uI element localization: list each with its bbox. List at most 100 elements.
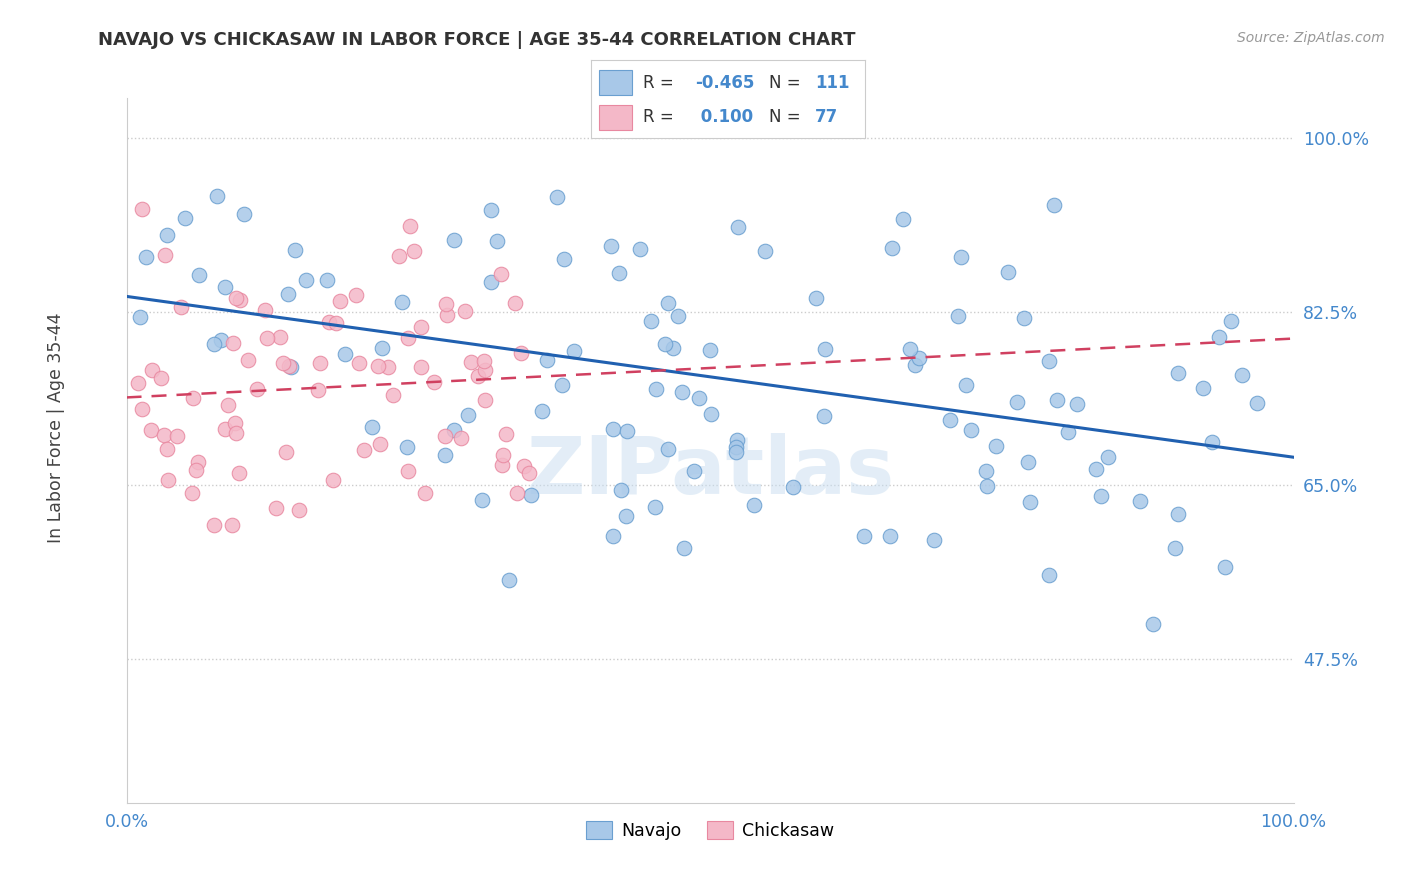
Point bbox=[1046, 393, 1069, 408]
Point bbox=[264, 501, 287, 516]
Point bbox=[434, 297, 457, 311]
Point bbox=[169, 300, 191, 314]
Point bbox=[652, 120, 675, 135]
Point bbox=[391, 295, 413, 310]
Point bbox=[228, 466, 250, 480]
Point bbox=[640, 314, 662, 328]
Point bbox=[1097, 450, 1119, 464]
Point bbox=[309, 356, 332, 370]
Point bbox=[1007, 395, 1029, 409]
Point bbox=[471, 493, 494, 508]
Point bbox=[754, 244, 776, 258]
Point bbox=[377, 360, 399, 375]
Point bbox=[404, 244, 426, 258]
Point bbox=[492, 448, 515, 462]
Point bbox=[396, 331, 419, 345]
Point bbox=[662, 341, 685, 355]
Point bbox=[188, 268, 211, 283]
Point bbox=[498, 573, 520, 587]
Point bbox=[361, 419, 384, 434]
Point bbox=[880, 241, 903, 255]
Point bbox=[682, 464, 704, 478]
Point bbox=[423, 375, 446, 389]
Point bbox=[474, 363, 496, 377]
Point bbox=[307, 384, 329, 398]
Point bbox=[443, 424, 465, 438]
Point bbox=[1213, 560, 1236, 574]
Point bbox=[489, 268, 512, 282]
Point bbox=[153, 428, 176, 442]
Point bbox=[322, 474, 344, 488]
Point bbox=[131, 401, 153, 416]
Point bbox=[256, 331, 278, 345]
Point bbox=[399, 219, 422, 234]
Point bbox=[898, 342, 921, 356]
Point bbox=[436, 308, 458, 322]
Point bbox=[688, 391, 710, 405]
Point bbox=[644, 500, 666, 514]
Point bbox=[325, 316, 347, 330]
Point bbox=[434, 448, 457, 462]
Point bbox=[879, 529, 901, 543]
Point bbox=[614, 509, 637, 524]
Point bbox=[280, 359, 302, 374]
Point bbox=[891, 212, 914, 227]
Point bbox=[671, 385, 693, 400]
Point bbox=[1019, 495, 1042, 509]
Point bbox=[409, 320, 432, 334]
Point bbox=[229, 293, 252, 307]
Point bbox=[1246, 396, 1268, 410]
Point bbox=[225, 292, 247, 306]
Text: 111: 111 bbox=[815, 73, 849, 92]
Point bbox=[232, 207, 254, 221]
Point bbox=[353, 442, 375, 457]
Point bbox=[602, 529, 624, 543]
Point bbox=[607, 266, 630, 280]
Point bbox=[269, 329, 291, 343]
Point bbox=[246, 382, 269, 396]
Point bbox=[938, 413, 960, 427]
Bar bbox=[599, 70, 631, 95]
Point bbox=[433, 428, 456, 442]
Point bbox=[276, 445, 298, 459]
Point bbox=[135, 251, 157, 265]
Text: In Labor Force | Age 35-44: In Labor Force | Age 35-44 bbox=[48, 313, 65, 543]
Point bbox=[371, 341, 394, 355]
Point bbox=[506, 486, 529, 500]
Point bbox=[187, 455, 209, 469]
Point bbox=[474, 393, 496, 408]
Point bbox=[1066, 397, 1088, 411]
Point bbox=[318, 315, 340, 329]
Point bbox=[166, 429, 188, 443]
Point bbox=[1167, 366, 1189, 380]
Point bbox=[184, 463, 207, 477]
Point bbox=[852, 529, 875, 543]
Point bbox=[481, 275, 503, 289]
Text: NAVAJO VS CHICKASAW IN LABOR FORCE | AGE 35-44 CORRELATION CHART: NAVAJO VS CHICKASAW IN LABOR FORCE | AGE… bbox=[98, 31, 856, 49]
Point bbox=[699, 343, 721, 358]
Point bbox=[1017, 455, 1039, 469]
Point bbox=[344, 288, 367, 302]
Point bbox=[367, 359, 389, 373]
Point bbox=[333, 347, 356, 361]
Point bbox=[128, 310, 150, 324]
Text: R =: R = bbox=[643, 108, 679, 126]
Point bbox=[221, 518, 243, 533]
Text: N =: N = bbox=[769, 73, 806, 92]
Point bbox=[1230, 368, 1253, 382]
Point bbox=[413, 486, 436, 500]
Point bbox=[520, 488, 543, 502]
Point bbox=[368, 436, 391, 450]
Text: 0.100: 0.100 bbox=[695, 108, 752, 126]
Point bbox=[139, 423, 162, 437]
Point bbox=[724, 445, 747, 459]
Point bbox=[495, 426, 517, 441]
Point bbox=[1208, 330, 1230, 344]
Point bbox=[157, 473, 180, 487]
Point bbox=[284, 243, 307, 257]
Point bbox=[1129, 493, 1152, 508]
Legend: Navajo, Chickasaw: Navajo, Chickasaw bbox=[579, 814, 841, 847]
Text: R =: R = bbox=[643, 73, 679, 92]
Point bbox=[214, 280, 236, 294]
Point bbox=[1038, 353, 1060, 368]
